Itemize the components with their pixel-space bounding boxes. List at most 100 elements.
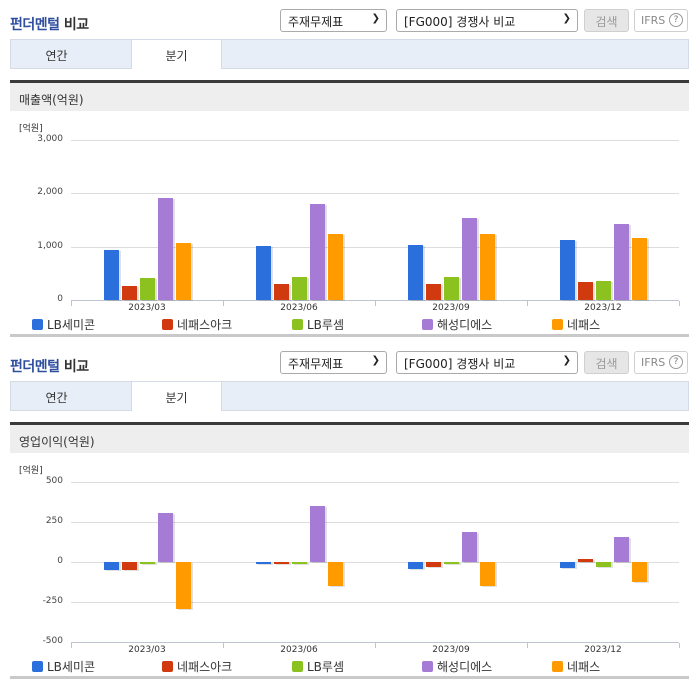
bar-LB루셈 — [595, 562, 611, 567]
bar-해성디에스 — [157, 197, 173, 300]
title-highlight: 펀더멘털 — [10, 17, 60, 33]
tab-annual[interactable]: 연간 — [45, 391, 68, 405]
x-tick-mark — [71, 643, 72, 648]
legend-swatch-icon — [552, 661, 563, 672]
legend-swatch-icon — [162, 319, 173, 330]
bar-네패스아크 — [273, 562, 289, 565]
legend-swatch-icon — [292, 661, 303, 672]
unit-label: [억원] — [19, 124, 43, 134]
x-tick-mark — [223, 643, 224, 648]
chevron-down-icon: ❯ — [371, 13, 380, 24]
ifrs-help-button[interactable]: IFRS ? — [634, 351, 688, 374]
x-tick-mark — [679, 301, 680, 306]
ifrs-help-button[interactable]: IFRS ? — [634, 9, 688, 32]
legend-swatch-icon — [292, 319, 303, 330]
x-tick-mark — [375, 301, 376, 306]
period-tabs: 연간 분기 — [10, 381, 689, 411]
bar-네패스 — [327, 233, 343, 300]
tab-quarterly[interactable]: 분기 — [131, 39, 222, 69]
legend-swatch-icon — [422, 319, 433, 330]
legend-label: LB세미콘 — [47, 318, 96, 332]
statement-type-select[interactable]: 주재무제표 ❯ — [280, 351, 387, 374]
legend-label: 해성디에스 — [437, 318, 493, 332]
chart-legend: LB세미콘 네패스아크 LB루셈 해성디에스 네패스 — [32, 658, 672, 674]
bar-네패스 — [175, 562, 191, 609]
x-axis-label: 2023/06 — [280, 303, 318, 313]
y-tick-label: 3,000 — [37, 134, 63, 144]
legend-item[interactable]: LB세미콘 — [32, 316, 95, 333]
x-axis-label: 2023/03 — [128, 645, 166, 655]
bar-해성디에스 — [461, 531, 477, 562]
chevron-down-icon: ❯ — [371, 355, 380, 366]
section-header: 펀더멘털 비교 주재무제표 ❯ [FG000] 경쟁사 비교 ❯ 검색 IFRS… — [0, 342, 696, 376]
bar-네패스 — [175, 242, 191, 300]
bar-네패스 — [631, 562, 647, 583]
y-tick-label: -250 — [42, 596, 63, 606]
revenue-bar-chart: 3,000 2,000 1,000 0 2023/03 2023/06 2023/09 202… — [10, 83, 689, 340]
x-axis-label: 2023/03 — [128, 303, 166, 313]
bar-LB루셈 — [291, 277, 307, 300]
gridline — [71, 562, 679, 563]
bar-LB루셈 — [595, 280, 611, 300]
y-tick-label: 500 — [45, 476, 63, 486]
search-button[interactable]: 검색 — [584, 351, 629, 374]
x-axis-label: 2023/09 — [432, 303, 470, 313]
legend-label: LB세미콘 — [47, 660, 96, 674]
statement-type-value: 주재무제표 — [288, 15, 344, 29]
legend-label: 해성디에스 — [437, 660, 493, 674]
title-highlight: 펀더멘털 — [10, 359, 60, 375]
tab-quarterly[interactable]: 분기 — [131, 381, 222, 411]
y-tick-label: 250 — [45, 516, 63, 526]
unit-label: [억원] — [19, 466, 43, 476]
legend-label: 네패스아크 — [177, 660, 233, 674]
ifrs-label: IFRS — [641, 356, 666, 369]
bar-LB세미콘 — [559, 562, 575, 568]
bar-LB루셈 — [139, 278, 155, 300]
gridline — [71, 193, 679, 195]
gridline — [71, 246, 679, 248]
x-axis-line — [71, 642, 679, 643]
legend-swatch-icon — [32, 661, 43, 672]
fundamental-compare-section-2: 펀더멘털 비교 주재무제표 ❯ [FG000] 경쟁사 비교 ❯ 검색 IFRS… — [0, 342, 696, 684]
comparison-group-select[interactable]: [FG000] 경쟁사 비교 ❯ — [396, 9, 578, 32]
bar-네패스아크 — [273, 284, 289, 300]
legend-swatch-icon — [162, 661, 173, 672]
bar-해성디에스 — [309, 505, 325, 562]
section-title: 펀더멘털 비교 — [10, 356, 89, 376]
bar-LB세미콘 — [407, 245, 423, 300]
legend-item[interactable]: LB세미콘 — [32, 658, 95, 675]
comparison-group-value: [FG000] 경쟁사 비교 — [404, 357, 516, 371]
legend-item[interactable]: 네패스아크 — [162, 316, 232, 333]
legend-label: 네패스 — [567, 318, 601, 332]
search-button[interactable]: 검색 — [584, 9, 629, 32]
bar-네패스아크 — [425, 562, 441, 567]
legend-item[interactable]: LB루셈 — [292, 316, 344, 333]
x-axis-label: 2023/09 — [432, 645, 470, 655]
legend-item[interactable]: 네패스 — [552, 316, 600, 333]
legend-item[interactable]: LB루셈 — [292, 658, 344, 675]
chevron-down-icon: ❯ — [562, 355, 571, 366]
chart-title: 영업이익(억원) — [10, 425, 689, 453]
legend-swatch-icon — [32, 319, 43, 330]
y-tick-label: 2,000 — [37, 187, 63, 198]
help-icon: ? — [669, 355, 683, 369]
comparison-group-select[interactable]: [FG000] 경쟁사 비교 ❯ — [396, 351, 578, 374]
help-icon: ? — [669, 13, 683, 27]
chevron-down-icon: ❯ — [562, 13, 571, 24]
legend-item[interactable]: 네패스 — [552, 658, 600, 675]
bar-네패스아크 — [121, 562, 137, 570]
bar-LB세미콘 — [103, 249, 119, 300]
bar-LB루셈 — [443, 562, 459, 564]
x-axis-line — [71, 300, 679, 301]
bar-네패스 — [479, 233, 495, 300]
operating-profit-bar-chart: 500 250 0 -250 -500 2023/03 2023/06 2023/09 2023… — [10, 425, 689, 682]
legend-item[interactable]: 해성디에스 — [422, 316, 492, 333]
bar-네패스아크 — [425, 284, 441, 300]
legend-item[interactable]: 네패스아크 — [162, 658, 232, 675]
x-axis-label: 2023/06 — [280, 645, 318, 655]
tab-annual[interactable]: 연간 — [45, 49, 68, 63]
bar-LB루셈 — [291, 562, 307, 564]
statement-type-select[interactable]: 주재무제표 ❯ — [280, 9, 387, 32]
legend-item[interactable]: 해성디에스 — [422, 658, 492, 675]
bar-네패스 — [631, 237, 647, 300]
